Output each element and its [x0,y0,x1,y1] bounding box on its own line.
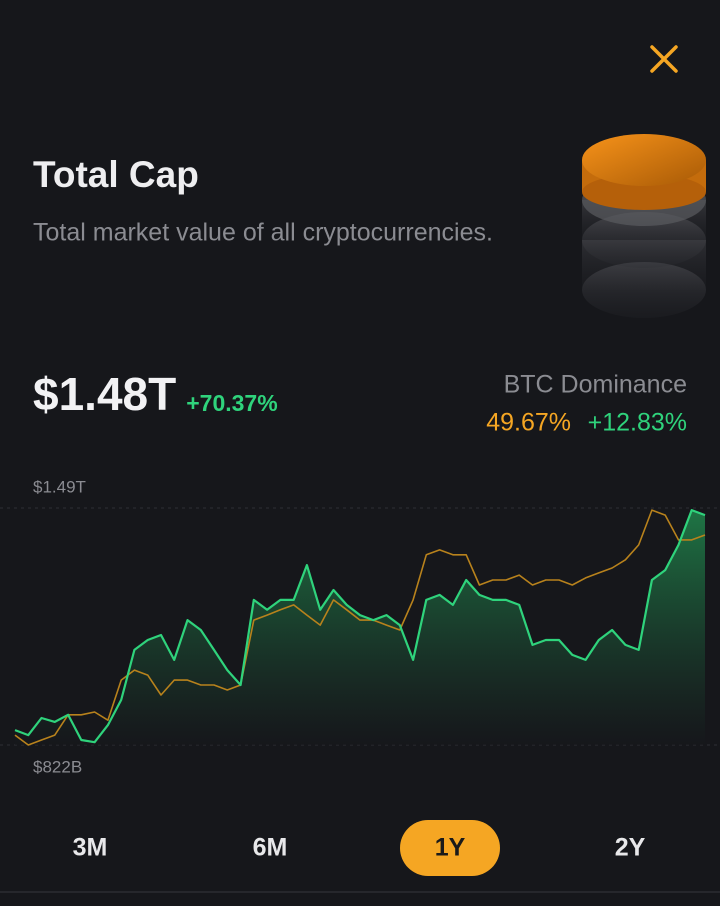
range-tab[interactable]: 2Y [615,834,646,862]
line [14,509,706,744]
y-tick-label: $1.49T [33,477,86,496]
dominance-label: BTC Dominance [504,371,687,399]
dominance-change: +12.83% [588,409,687,437]
market-cap: $1.48T [33,368,176,420]
coin-icon [582,134,706,318]
dominance-value: 49.67% [486,409,571,437]
y-tick-label: $822B [33,757,82,776]
title: Total Cap [33,154,199,195]
selected-tab-bg [400,820,500,876]
line [14,509,706,746]
close-button[interactable] [650,45,678,73]
market-cap-change: +70.37% [186,390,277,416]
range-tab[interactable]: 6M [253,834,288,862]
area [15,510,705,745]
range-tab[interactable]: 1Y [435,834,466,862]
chart: $822B $1.49T [0,477,720,776]
range-tab[interactable]: 3M [73,834,108,862]
subtitle: Total market value of all cryptocurrenci… [33,219,493,247]
range-tabs: 3M 6M 1Y 2Y [73,820,646,876]
